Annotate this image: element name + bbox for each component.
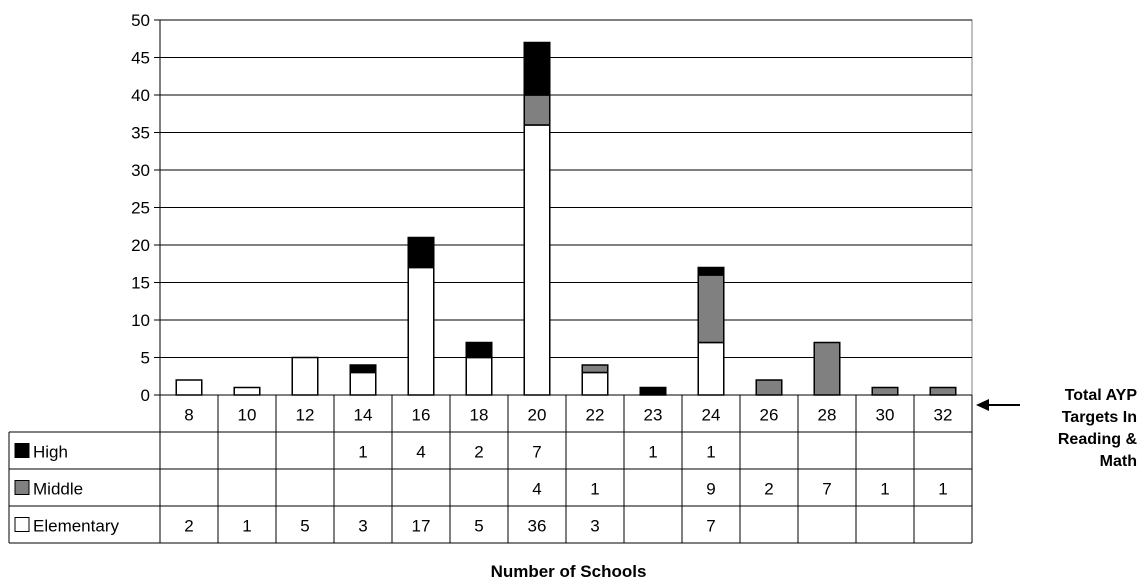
table-cell-high: 1 — [648, 443, 657, 462]
bar-elementary — [581, 371, 609, 396]
x-tick-label: 22 — [586, 406, 605, 425]
bar-middle — [523, 94, 551, 126]
axis-note-line-4: Math — [1099, 453, 1137, 470]
bar-elementary — [291, 356, 319, 396]
table-cell-elementary: 7 — [706, 517, 715, 536]
bar-high — [639, 386, 667, 396]
table-cell-elementary: 36 — [528, 517, 547, 536]
x-tick-label: 16 — [412, 406, 431, 425]
x-tick-label: 18 — [470, 406, 489, 425]
bar-elementary — [233, 386, 261, 396]
legend-label-middle: Middle — [33, 480, 83, 499]
table-cell-elementary: 5 — [474, 517, 483, 536]
x-tick-label: 28 — [818, 406, 837, 425]
bar-elementary — [523, 124, 551, 396]
bar-elementary — [349, 371, 377, 396]
x-tick-label: 26 — [760, 406, 779, 425]
table-cell-middle: 4 — [532, 480, 541, 499]
x-tick-label: 8 — [184, 406, 193, 425]
x-tick-label: 30 — [876, 406, 895, 425]
table-cell-high: 1 — [358, 443, 367, 462]
table-cell-elementary: 3 — [590, 517, 599, 536]
table-cell-middle: 7 — [822, 480, 831, 499]
legend-swatch-middle — [14, 480, 30, 495]
bar-high — [349, 364, 377, 374]
bars — [175, 41, 957, 396]
bar-high — [465, 341, 493, 359]
bar-elementary — [175, 379, 203, 396]
y-tick-label: 0 — [141, 386, 150, 405]
table-cell-high: 1 — [706, 443, 715, 462]
legend-swatch-high — [14, 443, 30, 458]
bar-middle — [755, 379, 783, 396]
bar-middle — [581, 364, 609, 374]
axis-note-arrow — [976, 399, 1020, 411]
bar-middle — [929, 386, 957, 396]
y-axis: 0 5 10 15 20 25 30 35 40 45 50 — [131, 11, 161, 405]
y-tick-label: 40 — [131, 86, 150, 105]
gridlines — [159, 19, 973, 396]
table-cell-elementary: 5 — [300, 517, 309, 536]
x-tick-label: 23 — [644, 406, 663, 425]
x-tick-label: 10 — [238, 406, 257, 425]
table-cell-middle: 1 — [880, 480, 889, 499]
table-cell-middle: 1 — [590, 480, 599, 499]
x-tick-label: 32 — [934, 406, 953, 425]
y-tick-label: 50 — [131, 11, 150, 30]
bar-elementary — [697, 341, 725, 396]
table-cell-middle: 9 — [706, 480, 715, 499]
table-cell-elementary: 17 — [412, 517, 431, 536]
table-cell-high: 2 — [474, 443, 483, 462]
axis-note-line-3: Reading & — [1057, 431, 1137, 448]
bar-elementary — [465, 356, 493, 396]
x-tick-label: 20 — [528, 406, 547, 425]
bar-middle — [697, 274, 725, 344]
y-tick-label: 25 — [131, 199, 150, 218]
x-tick-label: 12 — [296, 406, 315, 425]
x-axis-title: Number of Schools — [490, 562, 647, 581]
table-cell-middle: 2 — [764, 480, 773, 499]
bar-elementary — [407, 266, 435, 396]
x-tick-label: 14 — [354, 406, 373, 425]
table-cell-elementary: 1 — [242, 517, 251, 536]
table-cell-high: 7 — [532, 443, 541, 462]
bar-high — [523, 41, 551, 96]
bar-middle — [813, 341, 841, 396]
y-tick-label: 30 — [131, 161, 150, 180]
y-tick-label: 20 — [131, 236, 150, 255]
bar-middle — [871, 386, 899, 396]
legend-label-elementary: Elementary — [33, 517, 119, 536]
axis-note: Total AYP Targets In Reading & Math — [1005, 385, 1137, 473]
table-cell-middle: 1 — [938, 480, 947, 499]
x-tick-label: 24 — [702, 406, 721, 425]
bar-high — [407, 236, 435, 269]
y-tick-label: 5 — [141, 349, 150, 368]
axis-note-line-2: Targets In — [1061, 409, 1137, 426]
legend-swatch-elementary — [14, 517, 30, 532]
bar-high — [697, 266, 725, 276]
y-tick-label: 10 — [131, 311, 150, 330]
y-tick-label: 45 — [131, 49, 150, 68]
y-tick-label: 35 — [131, 124, 150, 143]
axis-note-line-1: Total AYP — [1064, 387, 1137, 404]
table-cell-elementary: 3 — [358, 517, 367, 536]
arrow-head — [976, 399, 989, 411]
y-tick-label: 15 — [131, 274, 150, 293]
legend-label-high: High — [33, 443, 68, 462]
table-cell-high: 4 — [416, 443, 425, 462]
table-cell-elementary: 2 — [184, 517, 193, 536]
